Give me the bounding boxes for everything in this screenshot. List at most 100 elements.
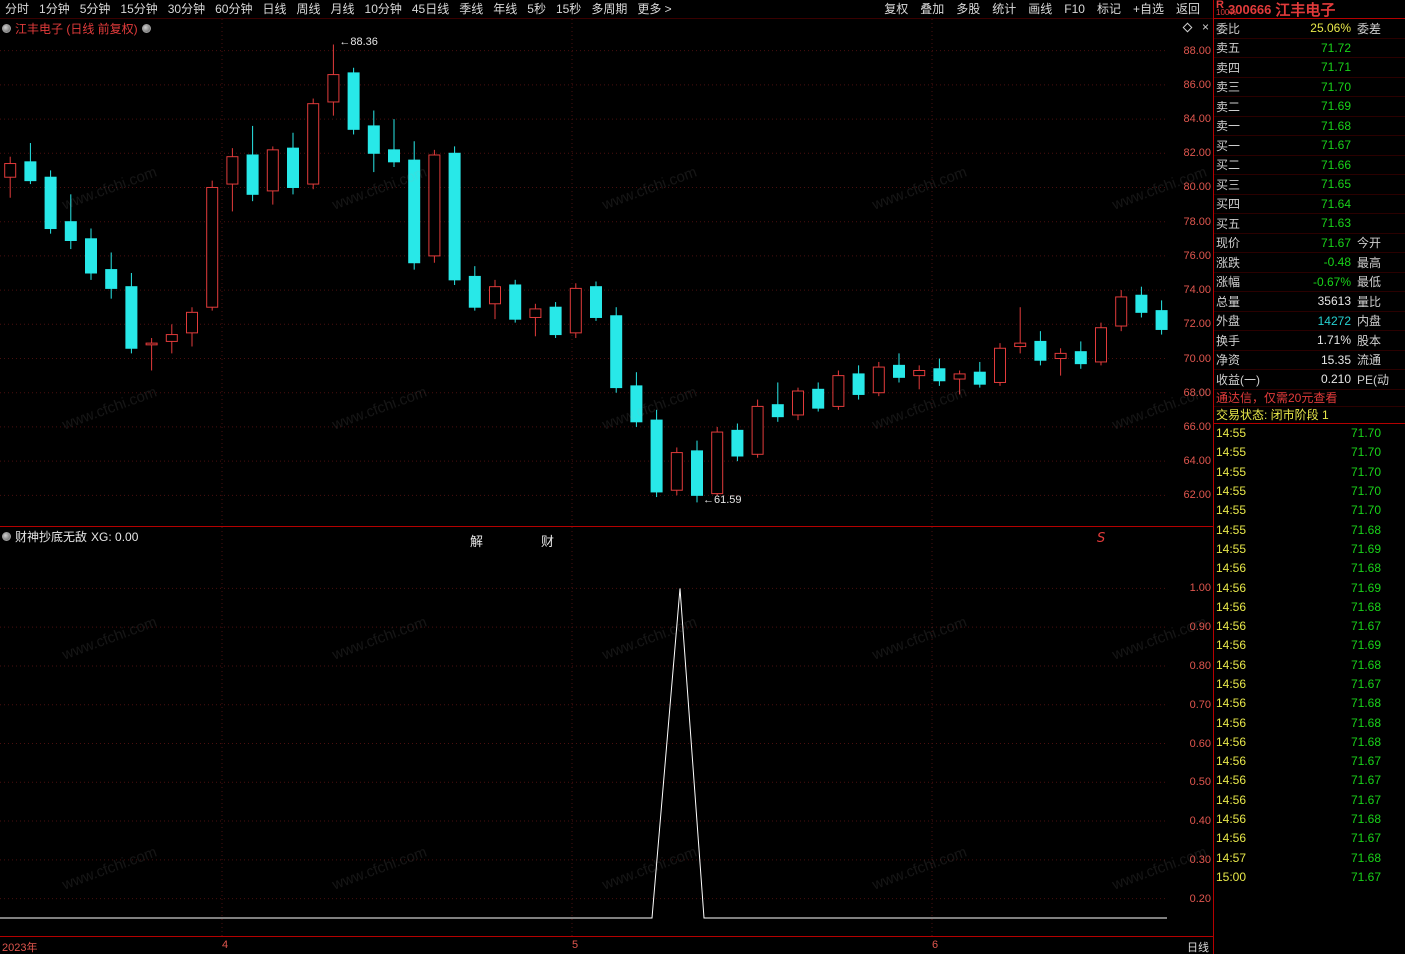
close-icon[interactable]: × — [1201, 20, 1209, 34]
ask-level-label-1: 卖四 — [1216, 60, 1241, 75]
toolbar-action-7[interactable]: +自选 — [1132, 2, 1164, 16]
quote-row-label-1: 涨跌 — [1216, 255, 1241, 270]
ask-level-4[interactable]: 卖一 71.68 — [1214, 117, 1405, 136]
toolbar-action-4[interactable]: 画线 — [1028, 2, 1053, 16]
toolbar-action-0[interactable]: 复权 — [884, 2, 909, 16]
bid-level-3[interactable]: 买四 71.64 — [1214, 195, 1405, 214]
quote-row-label-6: 净资 — [1216, 353, 1241, 368]
tick-price-5: 71.68 — [1350, 522, 1381, 537]
candle-15 — [287, 132, 299, 195]
ask-level-1[interactable]: 卖四 71.71 — [1214, 58, 1405, 78]
ask-level-3[interactable]: 卖二 71.69 — [1214, 97, 1405, 117]
bid-level-price-2: 71.65 — [1320, 177, 1351, 192]
toolbar-actions: 复权 叠加 多股 统计 画线 F10 标记 +自选 返回 — [878, 0, 1206, 19]
quote-row-extra-4: 内盘 — [1357, 314, 1382, 329]
tick-price-8: 71.69 — [1350, 580, 1381, 595]
ask-level-0[interactable]: 卖五 71.72 — [1214, 39, 1405, 58]
pane-settings-icon[interactable] — [141, 24, 151, 33]
period-tab-11[interactable]: 季线 — [459, 1, 484, 16]
candle-41 — [812, 382, 825, 412]
candle-51 — [1014, 307, 1027, 354]
candle-46 — [913, 365, 926, 390]
tick-price-22: 71.68 — [1350, 850, 1381, 865]
period-tab-14[interactable]: 15秒 — [555, 1, 582, 16]
committee-ratio-row: 委比 25.06% 委差 — [1214, 19, 1405, 39]
candle-17 — [327, 44, 340, 116]
period-tab-6[interactable]: 日线 — [262, 1, 287, 16]
period-tab-16[interactable]: 更多 > — [637, 1, 672, 16]
bid-level-2[interactable]: 买三 71.65 — [1214, 175, 1405, 195]
high-price-annotation: ←88.36 — [339, 36, 378, 49]
bid-level-price-0: 71.67 — [1320, 138, 1351, 153]
indicator-toggle-icon[interactable] — [2, 532, 11, 541]
candlestick-svg — [0, 19, 1168, 527]
candle-16 — [307, 98, 320, 190]
tick-time-4: 14:55 — [1216, 503, 1247, 518]
ask-level-price-1: 71.71 — [1320, 60, 1351, 75]
toolbar-action-1[interactable]: 叠加 — [920, 2, 945, 16]
toolbar-action-2[interactable]: 多股 — [956, 2, 981, 16]
period-tabs: 分时 1分钟 5分钟 15分钟 30分钟 60分钟 日线 周线 月线 10分钟 45日线 季线 年线 5秒… — [0, 0, 677, 19]
tick-row-11: 14:56 71.69 — [1214, 636, 1405, 655]
price-pane[interactable]: 江丰电子 (日线 前复权) × 88.00 86.00 84.00 82.00 80.0… — [0, 19, 1213, 527]
period-tab-12[interactable]: 年线 — [493, 1, 518, 16]
period-tab-4[interactable]: 30分钟 — [167, 1, 206, 16]
committee-ratio-value: 25.06% — [1310, 21, 1351, 36]
period-tab-9[interactable]: 10分钟 — [364, 1, 402, 16]
toolbar-action-8[interactable]: 返回 — [1175, 2, 1200, 16]
mark-cai: 财 — [541, 535, 555, 550]
tick-row-23: 15:00 71.67 — [1214, 867, 1405, 886]
bid-level-4[interactable]: 买五 71.63 — [1214, 214, 1405, 234]
tick-row-2: 14:55 71.70 — [1214, 462, 1405, 481]
indicator-line — [0, 588, 1167, 919]
tick-row-5: 14:55 71.68 — [1214, 520, 1405, 539]
candle-11 — [206, 180, 219, 311]
quote-row-extra-1: 最高 — [1357, 255, 1382, 270]
quote-row-label-2: 涨幅 — [1216, 275, 1241, 290]
tick-row-9: 14:56 71.68 — [1214, 597, 1405, 616]
tick-time-13: 14:56 — [1216, 677, 1247, 691]
price-pane-title: 江丰电子 (日线 前复权) — [2, 20, 151, 37]
period-tab-2[interactable]: 5分钟 — [79, 1, 111, 16]
bid-level-0[interactable]: 买一 71.67 — [1214, 136, 1405, 156]
indicator-value: XG: 0.00 — [91, 529, 139, 544]
period-tab-15[interactable]: 多周期 — [591, 1, 628, 16]
candle-42 — [832, 370, 845, 410]
tick-time-19: 14:56 — [1216, 792, 1247, 807]
x-axis-label-1: 4 — [222, 939, 229, 951]
tick-list[interactable]: 14:55 71.70 14:55 71.70 14:55 71.70 14:55 71.70… — [1214, 424, 1405, 887]
period-tab-3[interactable]: 15分钟 — [120, 1, 158, 16]
bid-level-label-0: 买一 — [1216, 138, 1241, 153]
period-tab-5[interactable]: 60分钟 — [215, 1, 253, 16]
quote-stats: 现价 71.67 今开 涨跌 -0.48 最高 涨幅 -0.67% 最低 总量 35613 量比 外盘 1… — [1214, 234, 1405, 390]
toolbar-action-3[interactable]: 统计 — [992, 2, 1017, 16]
toolbar-action-5[interactable]: F10 — [1064, 2, 1085, 16]
period-tab-8[interactable]: 月线 — [330, 1, 355, 16]
indicator-pane[interactable]: 财神抄底无敌 XG: 0.00 1.00 0.90 0.80 0.70 0.60 0.50… — [0, 527, 1213, 954]
quote-row-value-4: 14272 — [1317, 313, 1351, 328]
bid-level-1[interactable]: 买二 71.66 — [1214, 156, 1405, 175]
period-tab-7[interactable]: 周线 — [296, 1, 321, 16]
stock-name[interactable]: 江丰电子 — [1275, 1, 1336, 19]
ask-level-2[interactable]: 卖三 71.70 — [1214, 78, 1405, 97]
candle-40 — [792, 387, 804, 421]
tick-row-14: 14:56 71.68 — [1214, 694, 1405, 713]
candle-9 — [165, 324, 178, 354]
tick-price-10: 71.67 — [1350, 619, 1381, 634]
tick-time-2: 14:55 — [1216, 464, 1247, 479]
quote-row-5: 换手 1.71% 股本 — [1214, 331, 1405, 351]
pane-toggle-icon[interactable] — [2, 24, 11, 33]
toolbar-action-6[interactable]: 标记 — [1096, 2, 1121, 16]
candle-29 — [569, 283, 582, 338]
period-tab-13[interactable]: 5秒 — [527, 1, 546, 16]
tick-price-13: 71.67 — [1350, 677, 1381, 691]
period-tab-10[interactable]: 45日线 — [411, 1, 450, 16]
candle-33 — [650, 409, 663, 498]
period-tab-1[interactable]: 1分钟 — [39, 1, 70, 16]
ask-level-price-2: 71.70 — [1320, 79, 1351, 94]
bid-level-price-4: 71.63 — [1320, 216, 1351, 231]
period-tab-0[interactable]: 分时 — [5, 1, 30, 16]
candle-31 — [610, 307, 623, 393]
stock-code[interactable]: 300666 — [1228, 1, 1272, 17]
tick-time-0: 14:55 — [1216, 426, 1247, 441]
